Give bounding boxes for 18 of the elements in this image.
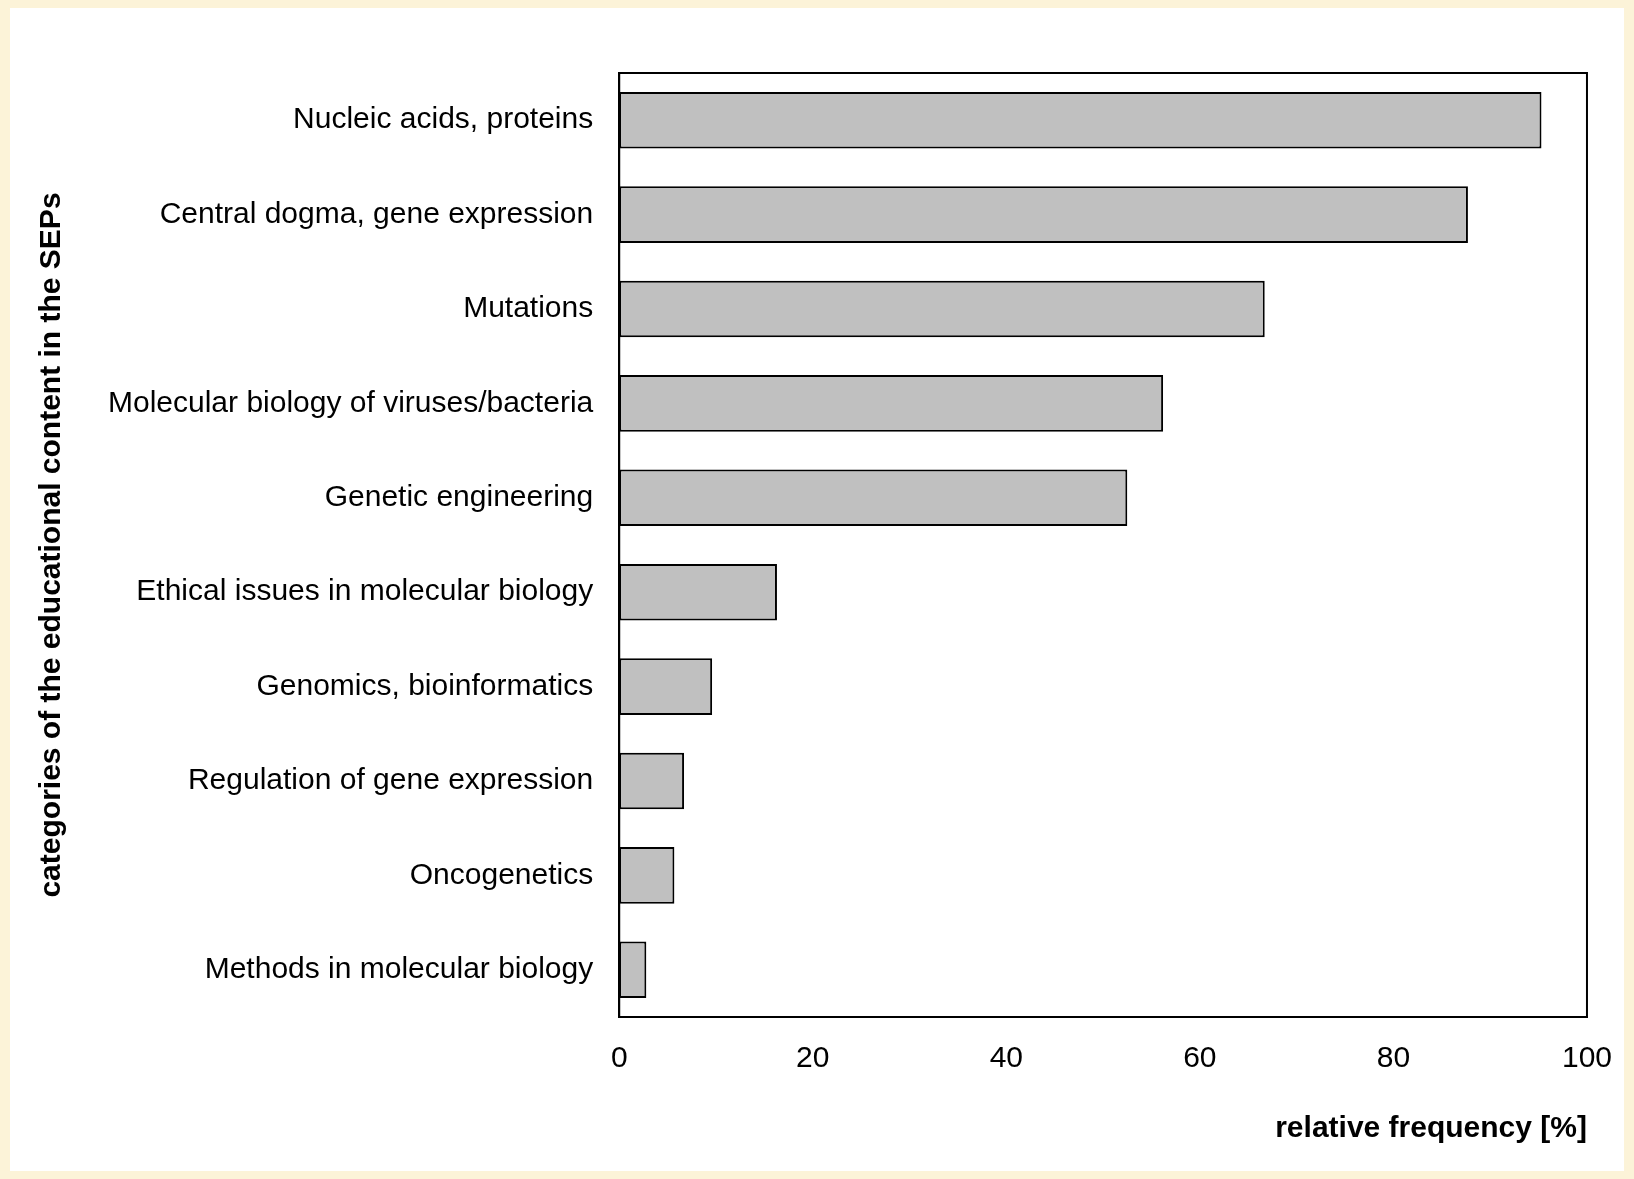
y-tick-label: Nucleic acids, proteins xyxy=(293,101,594,135)
y-tick-label: Genetic engineering xyxy=(324,479,594,513)
x-tick-label: 0 xyxy=(610,1040,628,1074)
y-tick-label: Genomics, bioinformatics xyxy=(256,667,594,701)
y-tick-label: Central dogma, gene expression xyxy=(159,195,594,229)
x-tick-label: 80 xyxy=(1376,1040,1411,1074)
y-tick-label: Mutations xyxy=(463,290,594,324)
y-axis-title: categories of the educational content in the SEPs xyxy=(33,192,67,898)
y-tick-label: Oncogenetics xyxy=(409,856,594,890)
x-tick-label: 20 xyxy=(796,1040,830,1074)
y-tick-label: Ethical issues in molecular biology xyxy=(136,573,594,607)
x-tick-label: 60 xyxy=(1183,1040,1217,1074)
x-axis-title: relative frequency [%] xyxy=(1275,1110,1587,1144)
y-tick-label: Methods in molecular biology xyxy=(204,951,594,985)
y-tick-label: Regulation of gene expression xyxy=(187,762,594,796)
x-tick-label: 100 xyxy=(1561,1040,1612,1074)
x-tick-label: 40 xyxy=(989,1040,1024,1074)
y-tick-label: Molecular biology of viruses/bacteria xyxy=(108,384,594,418)
